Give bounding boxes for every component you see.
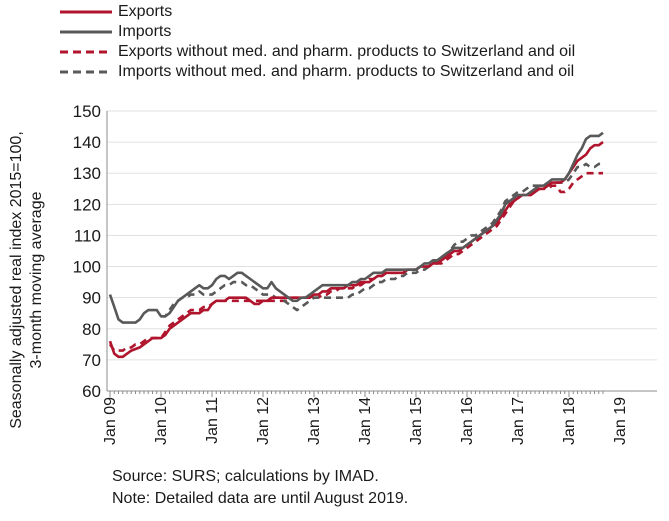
x-tick-label-10: Jan 19 — [612, 397, 629, 445]
x-tick-label-2: Jan 11 — [204, 397, 221, 444]
y-tick-label-130: 130 — [73, 164, 101, 183]
x-tick-label-0: Jan 09 — [102, 397, 119, 445]
y-axis-label-line2: 3-month moving average — [28, 191, 45, 368]
legend-swatch-exports — [60, 10, 112, 14]
y-tick-label-60: 60 — [82, 382, 101, 401]
series-line-exports-adjusted — [108, 171, 603, 352]
y-tick-label-70: 70 — [82, 351, 101, 370]
x-tick-label-3: Jan 12 — [255, 397, 272, 445]
data-note: Note: Detailed data are until August 201… — [112, 490, 409, 507]
series-line-imports — [108, 131, 604, 324]
x-tick-label-7: Jan 16 — [459, 397, 476, 445]
x-tick-label-4: Jan 13 — [306, 397, 323, 445]
legend-swatch-imports-adjusted — [60, 70, 112, 74]
y-tick-label-90: 90 — [82, 289, 101, 308]
series-line-exports — [108, 141, 604, 359]
series — [108, 131, 604, 359]
y-tick-label-100: 100 — [73, 258, 101, 277]
legend-label-imports-adjusted: Imports without med. and pharm. products… — [118, 63, 575, 80]
axes: 60 70 80 90 100 110 120 130 140 150 Jan 09 Jan 10 Ja… — [73, 102, 657, 445]
legend-label-exports-adjusted: Exports without med. and pharm. products… — [118, 43, 576, 60]
y-tick-label-120: 120 — [73, 195, 101, 214]
y-tick-label-150: 150 — [73, 102, 101, 121]
y-tick-label-110: 110 — [74, 226, 101, 245]
legend-label-imports: Imports — [118, 23, 172, 40]
y-tick-label-80: 80 — [82, 320, 101, 339]
x-tick-label-1: Jan 10 — [153, 397, 170, 445]
legend-swatch-exports-adjusted — [60, 50, 112, 54]
legend-swatch-imports — [60, 30, 112, 34]
chart-notes: Source: SURS; calculations by IMAD. Note… — [112, 466, 408, 510]
series-line-imports-adjusted — [161, 162, 603, 318]
x-tick-label-9: Jan 18 — [561, 397, 578, 445]
legend-label-exports: Exports — [118, 3, 173, 20]
source-note: Source: SURS; calculations by IMAD. — [112, 468, 379, 485]
y-axis-label-line1: Seasonally adjusted real index 2015=100, — [8, 131, 25, 429]
x-tick-label-5: Jan 14 — [357, 397, 374, 445]
gridlines — [107, 110, 657, 361]
y-tick-label-140: 140 — [73, 133, 101, 152]
x-tick-label-8: Jan 17 — [510, 397, 527, 445]
x-tick-label-6: Jan 15 — [408, 397, 425, 445]
